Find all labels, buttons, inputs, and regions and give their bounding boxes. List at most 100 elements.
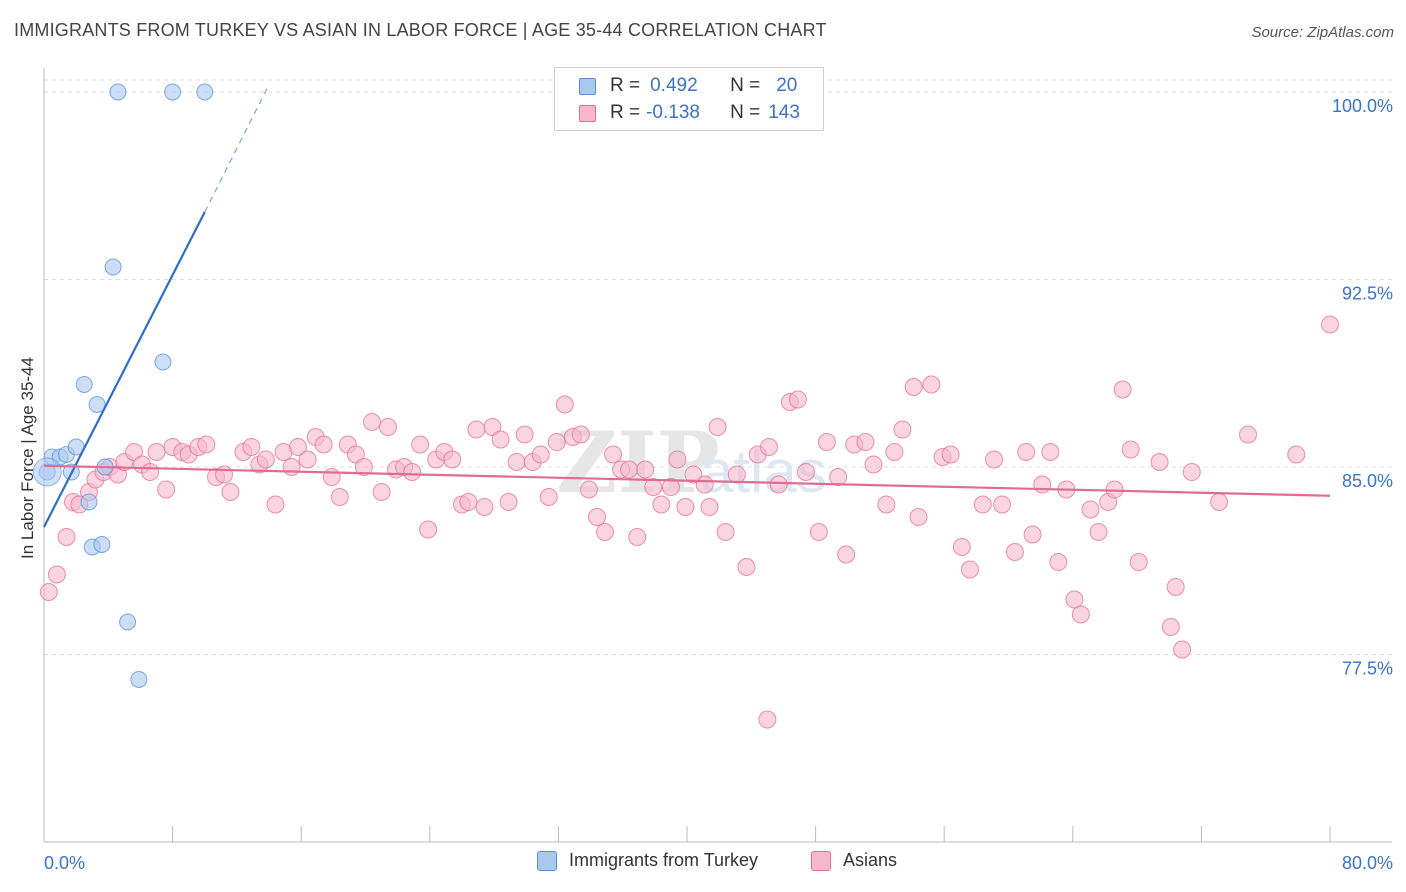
x-tick-label: 0.0% <box>44 853 85 873</box>
point-asians <box>157 480 176 499</box>
point-asians <box>39 583 58 601</box>
legend-item-turkey[interactable]: Immigrants from Turkey <box>537 850 758 871</box>
point-asians <box>1287 445 1306 464</box>
n-label: N = <box>730 75 761 96</box>
point-asians <box>1089 523 1108 541</box>
point-asians <box>314 435 333 454</box>
point-asians <box>411 435 430 454</box>
r-label: R = <box>610 102 641 123</box>
point-asians <box>491 430 510 449</box>
point-asians <box>215 465 234 484</box>
trend-line-asians <box>43 464 1331 497</box>
point-asians <box>684 465 703 484</box>
point-asians <box>716 523 735 541</box>
point-asians <box>147 443 166 461</box>
legend: Immigrants from Turkey Asians <box>0 850 1406 878</box>
y-axis-label: In Labor Force | Age 35-44 <box>18 357 37 559</box>
point-asians <box>547 433 566 451</box>
point-asians <box>330 488 349 506</box>
tick-labels: 100.0% 92.5% 85.0% 77.5% 0.0% 80.0% <box>44 96 1393 873</box>
n-value: 143 <box>768 102 800 123</box>
point-asians <box>676 498 695 516</box>
point-asians <box>737 558 756 576</box>
point-asians <box>668 450 687 469</box>
point-asians <box>221 483 240 501</box>
point-turkey <box>88 396 106 413</box>
point-asians <box>993 495 1012 514</box>
point-turkey <box>196 83 214 101</box>
point-asians <box>952 538 971 556</box>
point-asians <box>467 420 486 439</box>
point-asians <box>1121 440 1140 459</box>
y-tick-label: 100.0% <box>1332 96 1393 116</box>
point-asians <box>885 443 904 461</box>
legend-swatch-asians <box>811 850 831 871</box>
point-asians <box>661 478 680 496</box>
legend-label: Immigrants from Turkey <box>569 850 759 870</box>
stats-row-asians: R = -0.138 N = 143 <box>579 100 800 126</box>
point-asians <box>403 463 422 481</box>
point-asians <box>960 560 979 579</box>
point-asians <box>837 545 856 564</box>
point-asians <box>1033 475 1052 494</box>
point-asians <box>796 463 815 481</box>
point-turkey <box>164 83 182 101</box>
point-asians <box>1129 553 1148 571</box>
point-asians <box>708 418 727 436</box>
point-asians <box>727 465 746 484</box>
point-asians <box>695 475 714 494</box>
r-value: -0.138 <box>646 102 700 123</box>
point-asians <box>759 438 778 456</box>
y-tick-label: 85.0% <box>1342 471 1393 491</box>
point-asians <box>1166 578 1185 596</box>
n-label: N = <box>730 102 761 123</box>
point-asians <box>604 445 623 464</box>
point-asians <box>596 523 615 541</box>
point-asians <box>893 420 912 439</box>
point-asians <box>282 458 301 476</box>
point-asians <box>973 495 992 514</box>
point-asians <box>354 458 373 476</box>
point-asians <box>1005 543 1024 561</box>
point-asians <box>1023 525 1042 544</box>
point-asians <box>141 463 160 481</box>
point-asians <box>829 468 848 486</box>
point-asians <box>531 445 550 464</box>
point-asians <box>788 390 807 409</box>
point-asians <box>298 450 317 469</box>
point-turkey <box>80 493 98 511</box>
point-asians <box>1017 443 1036 461</box>
legend-label: Asians <box>843 850 898 870</box>
point-asians <box>620 460 639 479</box>
point-asians <box>809 523 828 541</box>
point-asians <box>499 493 518 511</box>
point-asians <box>372 483 391 501</box>
point-asians <box>817 433 836 451</box>
point-asians <box>652 495 671 514</box>
point-asians <box>1173 640 1192 659</box>
point-asians <box>1321 315 1339 334</box>
r-value: 0.492 <box>650 75 698 96</box>
point-asians <box>1113 380 1132 399</box>
y-tick-label: 92.5% <box>1342 284 1393 304</box>
point-asians <box>362 413 381 431</box>
point-asians <box>579 480 598 499</box>
point-asians <box>856 433 875 451</box>
point-asians <box>941 445 960 464</box>
point-asians <box>475 498 494 516</box>
r-label: R = <box>610 75 641 96</box>
point-asians <box>587 508 606 526</box>
point-asians <box>909 508 928 526</box>
point-asians <box>1150 453 1169 471</box>
point-turkey <box>104 258 122 276</box>
point-asians <box>877 495 896 514</box>
grid-lines <box>44 79 1392 655</box>
legend-item-asians[interactable]: Asians <box>811 850 897 871</box>
point-asians <box>266 495 285 514</box>
point-asians <box>555 395 574 414</box>
point-turkey <box>130 671 148 688</box>
y-tick-label: 77.5% <box>1342 659 1393 679</box>
point-asians <box>539 488 558 506</box>
point-asians <box>288 438 307 456</box>
